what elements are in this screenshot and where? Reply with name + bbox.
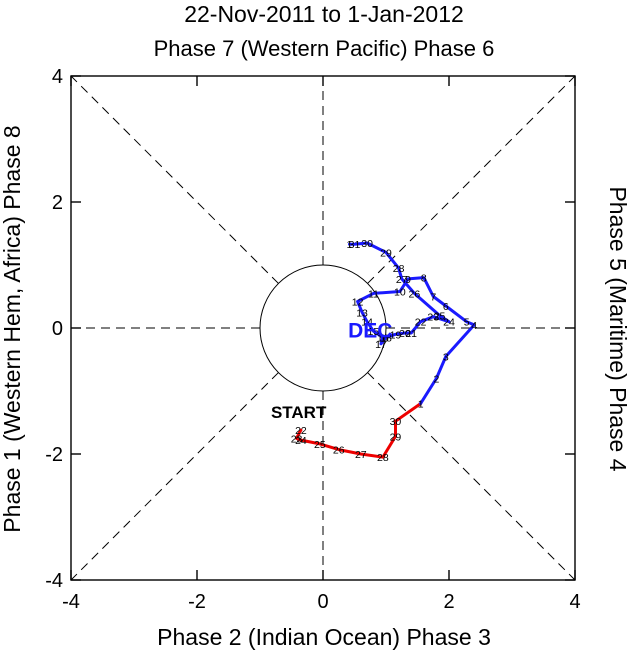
chart-title: 22-Nov-2011 to 1-Jan-2012 bbox=[184, 1, 464, 27]
day-label-december-29: 29 bbox=[380, 247, 392, 259]
x-tick-label: -2 bbox=[188, 591, 206, 613]
day-label-december-21: 21 bbox=[405, 328, 417, 340]
day-label-december-8: 8 bbox=[421, 273, 427, 285]
y-tick-label: -2 bbox=[45, 444, 63, 466]
x-tick-label: -4 bbox=[62, 591, 80, 613]
day-label-november-25: 25 bbox=[314, 439, 326, 451]
x-tick-label: 4 bbox=[569, 591, 580, 613]
day-label-november-30: 30 bbox=[390, 416, 402, 428]
day-label-november-24: 24 bbox=[295, 435, 307, 447]
day-label-november-26: 26 bbox=[333, 445, 345, 457]
day-label-december-25: 25 bbox=[434, 310, 446, 322]
diagonal-dashed-line bbox=[368, 373, 575, 580]
day-label-december-2: 2 bbox=[433, 373, 439, 385]
day-label-december-26: 26 bbox=[409, 288, 421, 300]
y-tick-label: 4 bbox=[52, 66, 63, 88]
day-label-december-28: 28 bbox=[393, 263, 405, 275]
x-axis-ticks: -4 -2 0 2 4 bbox=[62, 76, 580, 613]
diagonal-dashed-line bbox=[368, 76, 575, 283]
diagonal-dashed-line bbox=[71, 373, 278, 580]
diagonal-dashed-line bbox=[71, 76, 278, 283]
x-axis-title: Phase 2 (Indian Ocean) Phase 3 bbox=[157, 624, 491, 650]
y-tick-label: 0 bbox=[52, 318, 63, 340]
day-label-december-30: 30 bbox=[361, 238, 373, 250]
top-phase-label: Phase 7 (Western Pacific) Phase 6 bbox=[154, 36, 495, 61]
month-label-dec: DEC bbox=[348, 319, 392, 342]
day-label-december-7: 7 bbox=[430, 292, 436, 304]
mjo-phase-diagram: 22-Nov-2011 to 1-Jan-2012 Phase 7 (Weste… bbox=[0, 0, 628, 653]
trajectory-markers: START DEC bbox=[271, 319, 392, 422]
y-axis-title-right: Phase 5 (Maritime) Phase 4 bbox=[605, 186, 628, 471]
phase-divider-lines bbox=[71, 76, 575, 580]
day-label-november-27: 27 bbox=[355, 449, 367, 461]
day-label-december-1: 1 bbox=[418, 399, 424, 411]
day-label-december-22: 22 bbox=[415, 317, 427, 329]
day-label-december-3: 3 bbox=[443, 351, 449, 363]
day-label-december-11: 11 bbox=[368, 288, 379, 300]
start-label: START bbox=[271, 403, 327, 422]
y-tick-label: -4 bbox=[45, 570, 63, 592]
x-tick-label: 2 bbox=[443, 591, 454, 613]
day-label-december-27: 27 bbox=[396, 274, 408, 286]
y-tick-label: 2 bbox=[52, 192, 63, 214]
day-label-january-1: 1 bbox=[347, 239, 353, 251]
day-label-november-28: 28 bbox=[377, 452, 389, 464]
day-label-december-10: 10 bbox=[394, 286, 406, 298]
day-label-november-29: 29 bbox=[390, 431, 402, 443]
x-tick-label: 0 bbox=[317, 591, 328, 613]
day-label-december-5: 5 bbox=[464, 317, 470, 329]
day-label-december-4: 4 bbox=[471, 320, 477, 332]
y-axis-title-left: Phase 1 (Western Hem, Africa) Phase 8 bbox=[0, 125, 25, 532]
